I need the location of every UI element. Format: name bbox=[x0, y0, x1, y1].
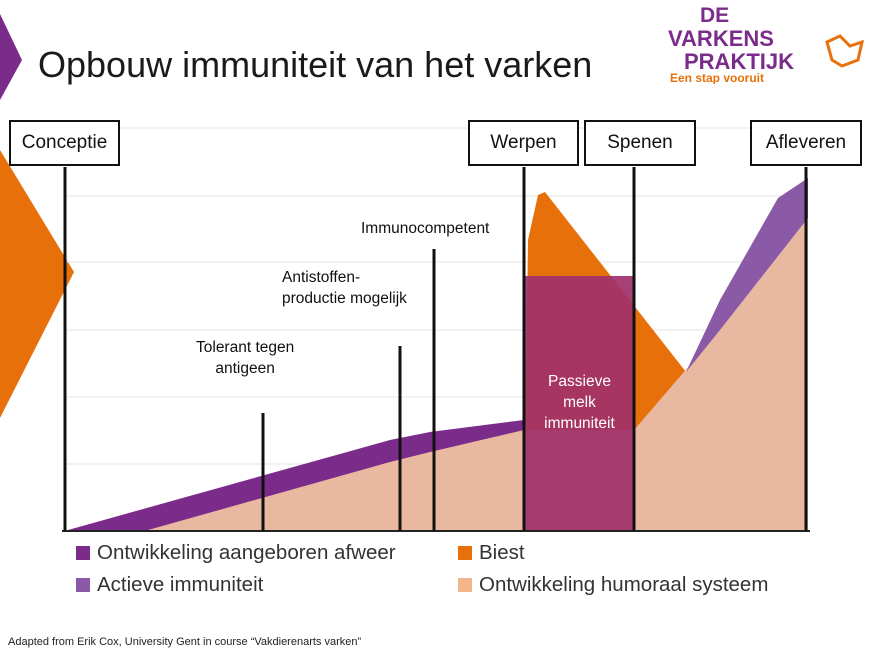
legend-label-humoraal: Ontwikkeling humoraal systeem bbox=[479, 573, 769, 596]
legend-swatch-actieve bbox=[76, 578, 90, 592]
logo-line3: PRAKTIJK bbox=[684, 49, 794, 74]
logo-line2: VARKENS bbox=[668, 26, 774, 51]
page-title: Opbouw immuniteit van het varken bbox=[38, 44, 593, 85]
actieve-immuniteit-area bbox=[686, 178, 808, 372]
legend-label-actieve: Actieve immuniteit bbox=[97, 573, 264, 596]
legend-humoraal: Ontwikkeling humoraal systeem bbox=[458, 573, 768, 597]
logo-line1: DE bbox=[700, 4, 729, 27]
legend-label-biest: Biest bbox=[479, 541, 525, 564]
source-note: Adapted from Erik Cox, University Gent i… bbox=[8, 636, 362, 648]
milestone-spenen: Spenen bbox=[584, 120, 696, 166]
pig-icon bbox=[825, 34, 865, 68]
passieve-immuniteit-area bbox=[524, 276, 634, 530]
annotation-antistoffen: Antistoffen- productie mogelijk bbox=[282, 269, 407, 307]
legend-label-aangeboren: Ontwikkeling aangeboren afweer bbox=[97, 541, 396, 564]
milestone-werpen: Werpen bbox=[468, 120, 579, 166]
milestone-conceptie: Conceptie bbox=[9, 120, 120, 166]
de-varkens-praktijk-logo: DE VARKENS PRAKTIJK Een stap vooruit bbox=[668, 4, 865, 84]
legend-actieve: Actieve immuniteit bbox=[76, 573, 263, 597]
orange-side-shape bbox=[0, 150, 74, 418]
annotation-immunocompetent: Immunocompetent bbox=[361, 220, 490, 237]
purple-side-shape bbox=[0, 14, 22, 100]
legend-swatch-humoraal bbox=[458, 578, 472, 592]
logo-tagline: Een stap vooruit bbox=[670, 71, 764, 84]
legend-swatch-aangeboren bbox=[76, 546, 90, 560]
milestone-afleveren: Afleveren bbox=[750, 120, 862, 166]
legend-biest: Biest bbox=[458, 541, 525, 565]
humoraal-area bbox=[148, 218, 808, 530]
annotation-tolerant: Tolerant tegen antigeen bbox=[196, 339, 295, 377]
annotation-passieve-melk-immuniteit: Passieve melk immuniteit bbox=[544, 373, 615, 432]
legend-aangeboren: Ontwikkeling aangeboren afweer bbox=[76, 541, 396, 565]
legend-swatch-biest bbox=[458, 546, 472, 560]
